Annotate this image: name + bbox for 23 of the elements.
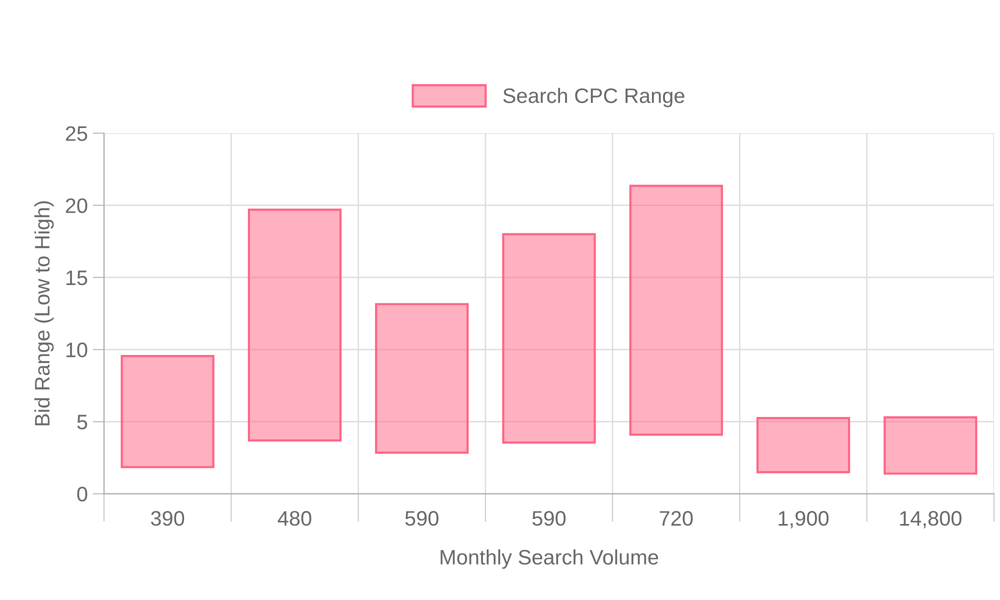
- bar: [248, 208, 342, 442]
- y-tick-label: 15: [66, 270, 88, 286]
- x-tick-label: 390: [150, 511, 184, 526]
- x-axis-title: Monthly Search Volume: [440, 549, 658, 569]
- y-tick-label: 10: [66, 342, 88, 358]
- y-tick-label: 25: [66, 126, 88, 141]
- legend-label: Search CPC Range: [503, 88, 684, 108]
- bar: [120, 355, 214, 468]
- y-axis-title: Bid Range (Low to High): [34, 201, 54, 426]
- x-tick-label: 14,800: [900, 511, 962, 528]
- bar: [756, 417, 850, 474]
- bar: [629, 184, 723, 436]
- x-tick-label: 480: [278, 511, 312, 526]
- x-tick-label: 590: [532, 511, 566, 526]
- x-tick-label: 720: [660, 511, 693, 526]
- y-tick-label: 5: [77, 414, 88, 430]
- x-tick-label: 590: [405, 511, 438, 526]
- y-tick-label: 20: [66, 198, 88, 214]
- bar: [375, 303, 469, 454]
- y-tick-label: 0: [77, 486, 88, 502]
- x-tick-label: 1,900: [778, 511, 829, 528]
- bar: [884, 416, 978, 475]
- bar: [502, 233, 596, 444]
